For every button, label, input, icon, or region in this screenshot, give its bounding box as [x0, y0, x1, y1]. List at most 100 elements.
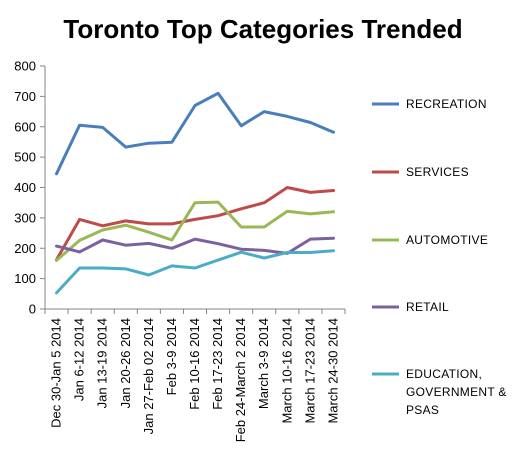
- data-point: [193, 104, 197, 107]
- data-point: [55, 291, 58, 295]
- x-tick-label: Feb 3-9 2014: [164, 318, 179, 395]
- data-point: [216, 242, 220, 245]
- y-tick-label: 200: [14, 241, 36, 256]
- data-point: [147, 242, 150, 245]
- data-point: [147, 273, 150, 277]
- data-point: [170, 247, 174, 250]
- data-point: [286, 210, 289, 213]
- data-point: [309, 251, 312, 254]
- series-group: [55, 249, 335, 295]
- y-tick-label: 100: [14, 271, 36, 286]
- data-point: [55, 244, 58, 248]
- series-group: [55, 186, 335, 262]
- legend-label: EDUCATION,: [406, 367, 482, 381]
- data-point: [101, 126, 104, 129]
- data-point: [78, 266, 81, 270]
- data-point: [263, 249, 266, 252]
- data-point: [332, 131, 335, 134]
- data-point: [101, 228, 104, 232]
- data-point: [147, 142, 150, 145]
- data-point: [240, 225, 243, 229]
- data-point: [332, 210, 335, 213]
- x-tick-label: Jan 27-Feb 02 2014: [141, 318, 156, 434]
- data-point: [170, 141, 174, 144]
- legend-label: RETAIL: [406, 300, 449, 314]
- legend-item: SERVICES: [372, 165, 469, 179]
- x-tick-label: Feb 17-23 2014: [210, 318, 225, 410]
- y-tick-label: 300: [14, 210, 36, 225]
- legend-label: AUTOMOTIVE: [406, 233, 488, 247]
- axes: [44, 66, 345, 310]
- x-tick-label: March 17-23 2014: [302, 318, 317, 424]
- data-point: [124, 145, 128, 149]
- data-point: [124, 244, 128, 247]
- data-point: [309, 237, 312, 241]
- data-point: [193, 218, 197, 221]
- data-point: [240, 207, 243, 210]
- data-point: [286, 186, 289, 189]
- data-point: [78, 239, 81, 242]
- x-tick-label: Feb 10-16 2014: [187, 318, 202, 410]
- series-group: [55, 91, 335, 176]
- data-point: [309, 121, 312, 124]
- data-point: [101, 238, 104, 242]
- x-tick-label: Jan 6-12 2014: [72, 318, 87, 401]
- data-point: [55, 172, 58, 175]
- data-point: [240, 251, 243, 254]
- y-tick-label: 600: [14, 119, 36, 134]
- legend-label: GOVERNMENT &: [406, 385, 507, 399]
- data-point: [263, 110, 266, 113]
- data-point: [332, 237, 335, 240]
- data-point: [309, 191, 312, 194]
- data-point: [193, 237, 197, 241]
- x-tick-label: Jan 13-19 2014: [95, 318, 110, 408]
- y-tick-label: 700: [14, 89, 36, 104]
- x-axis-ticks: Dec 30-Jan 5 2014 Jan 6-12 2014 Jan 13-19 …: [44, 309, 346, 442]
- y-tick-label: 800: [14, 59, 36, 74]
- data-point: [286, 251, 289, 254]
- data-point: [147, 231, 150, 234]
- legend-item: AUTOMOTIVE: [372, 233, 488, 247]
- data-point: [78, 218, 81, 221]
- data-point: [78, 124, 81, 127]
- x-tick-label: Jan 20-26 2014: [118, 318, 133, 408]
- data-point: [193, 266, 197, 270]
- x-tick-label: March 3-9 2014: [256, 318, 271, 409]
- data-point: [263, 201, 266, 204]
- y-tick-label: 0: [29, 302, 36, 317]
- data-point: [193, 201, 197, 204]
- data-point: [216, 92, 220, 95]
- data-point: [216, 214, 220, 217]
- data-point: [286, 115, 289, 118]
- data-point: [101, 266, 104, 270]
- series-lines: [55, 91, 335, 295]
- data-point: [124, 219, 128, 223]
- data-point: [124, 224, 128, 227]
- y-tick-label: 500: [14, 150, 36, 165]
- data-point: [216, 200, 220, 204]
- data-point: [240, 124, 243, 128]
- data-point: [170, 238, 174, 242]
- data-point: [263, 225, 266, 229]
- legend-item: RETAIL: [372, 300, 449, 314]
- data-point: [263, 256, 266, 260]
- data-point: [332, 189, 335, 192]
- y-tick-label: 400: [14, 180, 36, 195]
- x-tick-label: March 24-30 2014: [325, 318, 340, 424]
- data-point: [240, 248, 243, 251]
- legend-item: EDUCATION, GOVERNMENT & PSAS: [372, 367, 507, 417]
- legend-label: PSAS: [406, 403, 439, 417]
- data-point: [170, 222, 174, 226]
- legend: RECREATION SERVICES AUTOMOTIVE RETAIL EDUCAT…: [372, 97, 507, 417]
- legend-label: SERVICES: [406, 165, 469, 179]
- series-group: [55, 200, 335, 262]
- chart-title: Toronto Top Categories Trended: [63, 14, 462, 44]
- data-point: [332, 249, 335, 252]
- legend-item: RECREATION: [372, 97, 487, 111]
- legend-label: RECREATION: [406, 97, 487, 111]
- data-point: [170, 264, 174, 268]
- data-point: [101, 224, 104, 227]
- y-axis-ticks: 0 100 200 300 400 500 600 700 800: [14, 59, 45, 317]
- series-line: [55, 249, 335, 295]
